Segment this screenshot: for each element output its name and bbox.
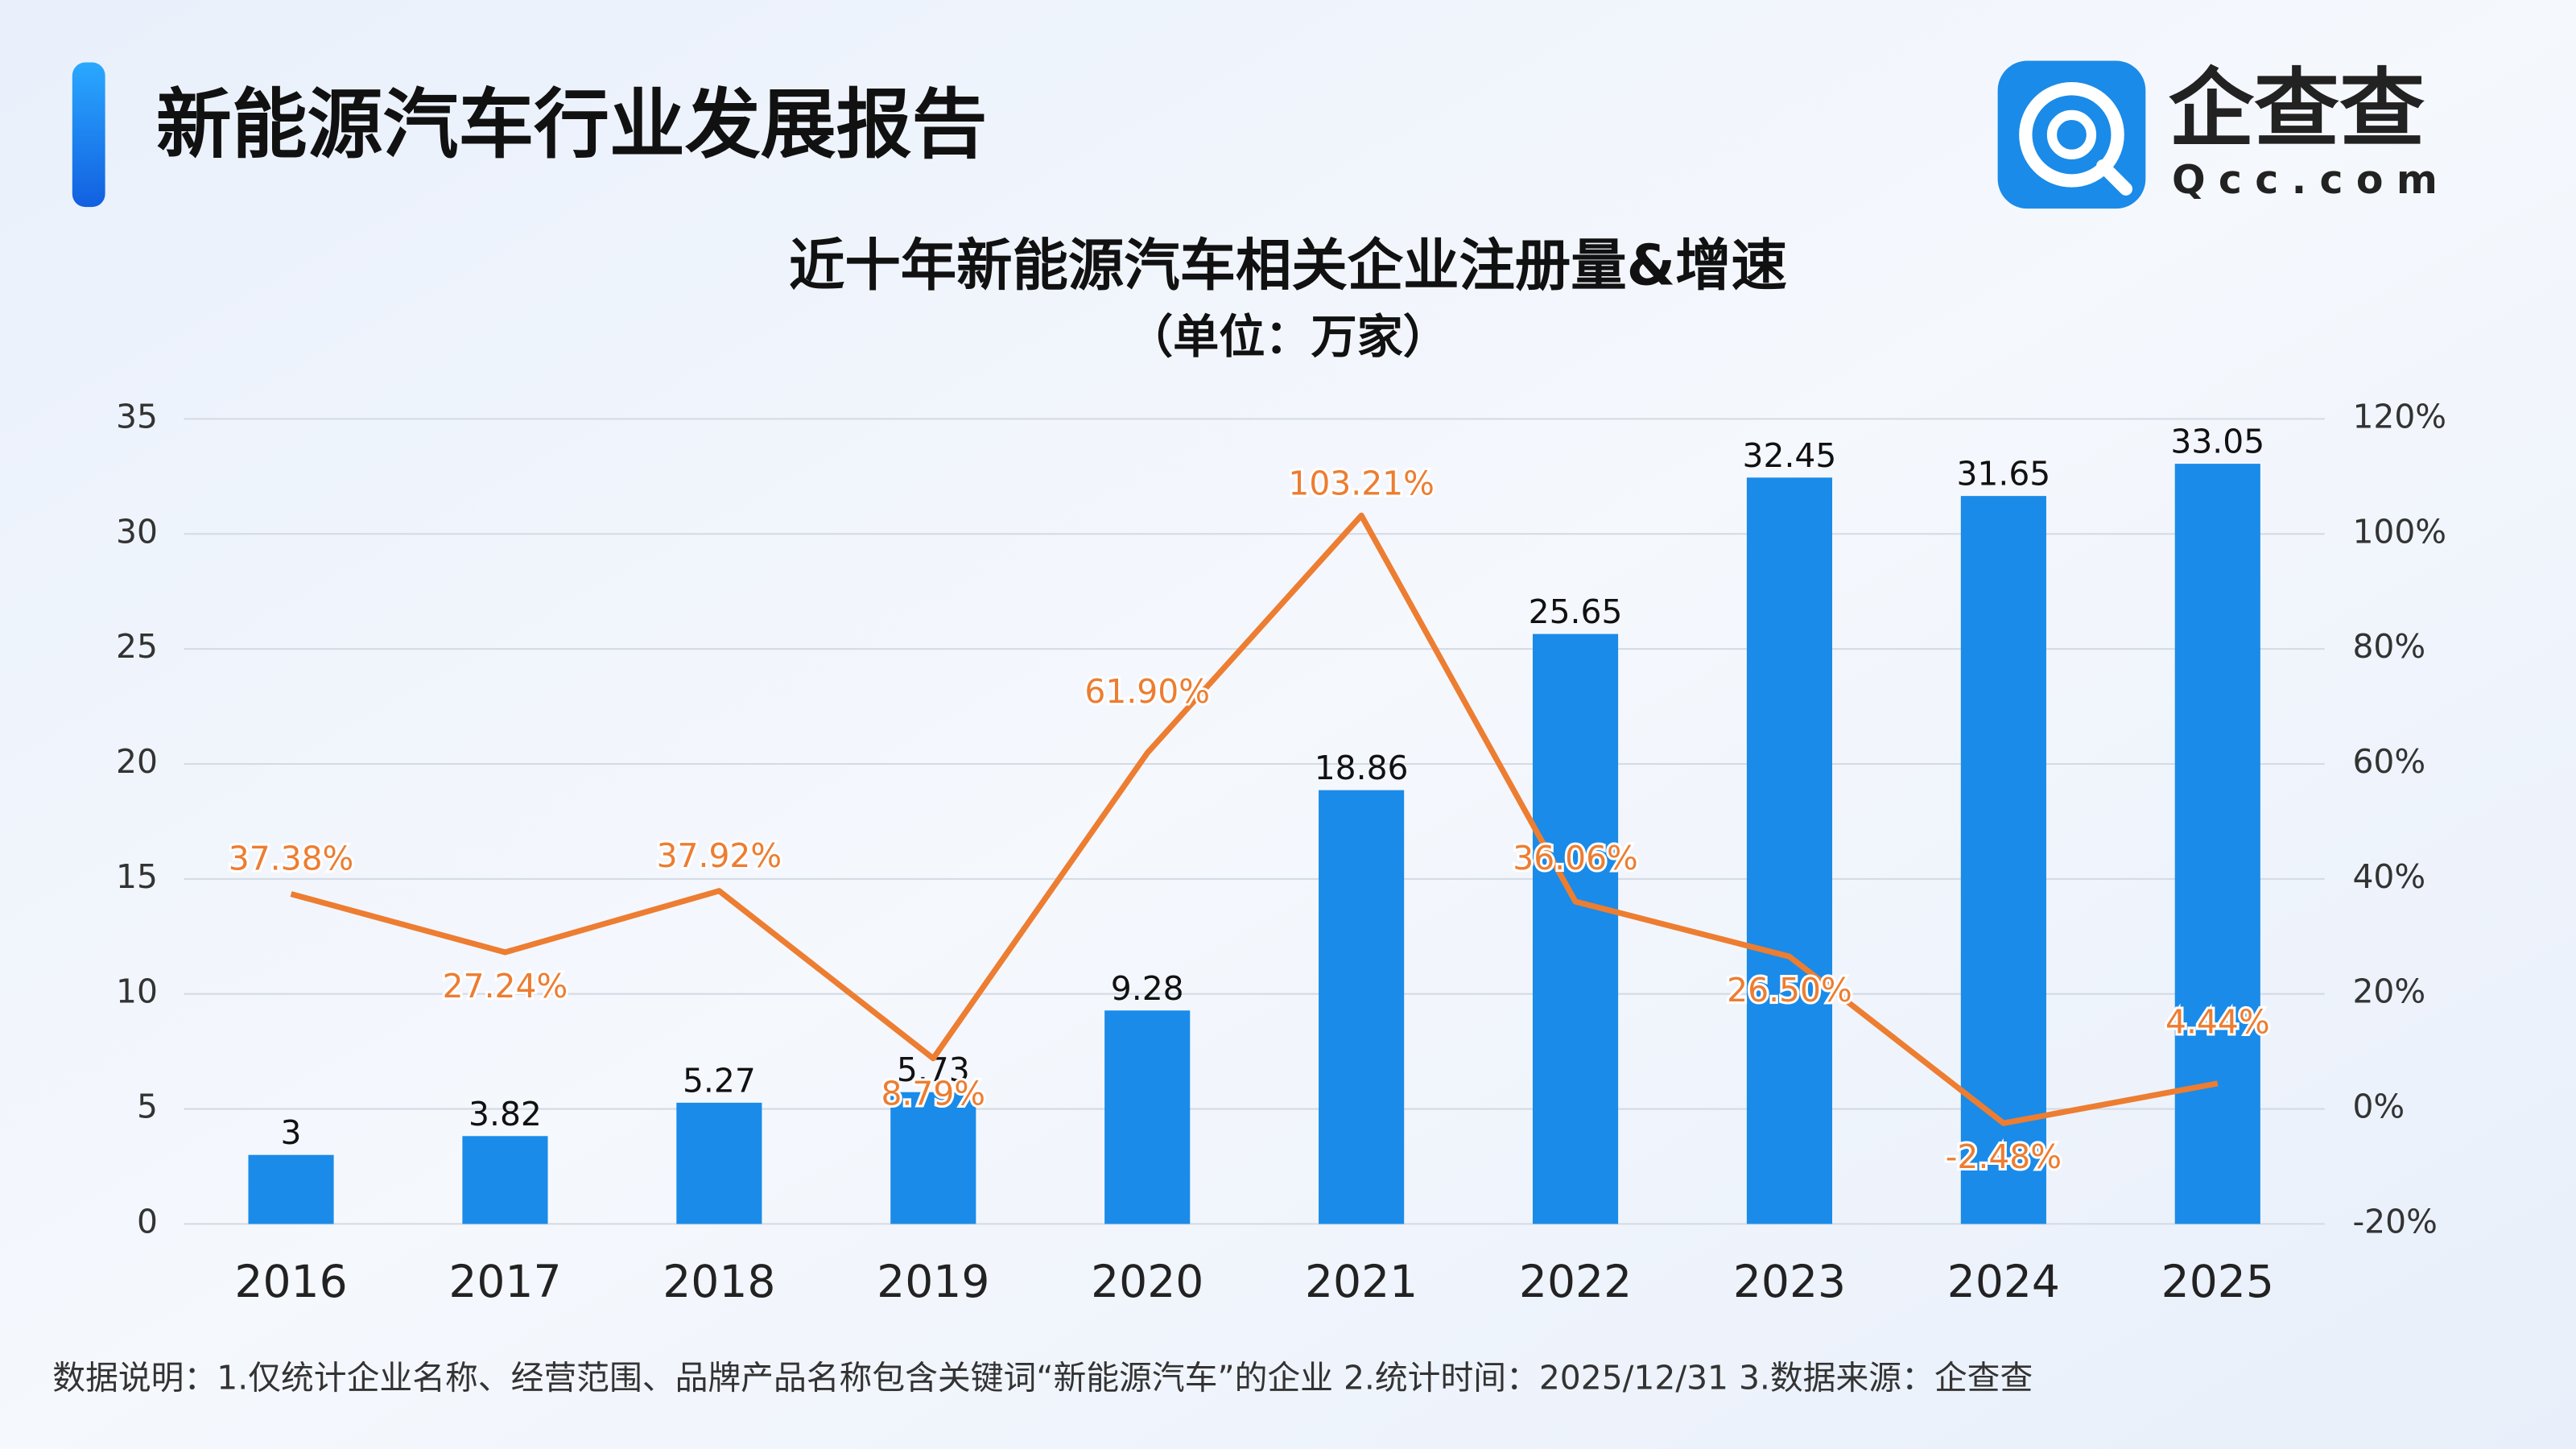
logo-domain: Qcc.com — [2172, 157, 2450, 203]
y2-tick-label: 40% — [2352, 857, 2425, 896]
y-tick-label: 25 — [116, 627, 158, 666]
bar — [1319, 790, 1405, 1224]
bar — [1746, 477, 1833, 1224]
page-title: 新能源汽车行业发展报告 — [156, 81, 987, 169]
line-value-label: 27.24% — [443, 967, 568, 1005]
bar-value-label: 5.27 — [683, 1061, 756, 1100]
y2-tick-label: 0% — [2352, 1088, 2405, 1126]
growth-line — [290, 512, 2219, 1126]
footnote: 数据说明：1.仅统计企业名称、经营范围、品牌产品名称包含关键词“新能源汽车”的企… — [52, 1358, 2033, 1397]
y2-tick-label: 100% — [2352, 512, 2446, 551]
bar-value-label: 32.45 — [1743, 436, 1837, 475]
y-tick-label: 10 — [116, 972, 158, 1011]
bar-value-label: 3.82 — [469, 1095, 542, 1133]
bar-value-label: 9.28 — [1111, 969, 1184, 1008]
bar-value-label: 31.65 — [1956, 455, 2050, 493]
logo-tail — [2096, 159, 2132, 196]
y-tick-label: 5 — [137, 1088, 158, 1126]
x-tick-label: 2023 — [1733, 1256, 1846, 1307]
y-tick-label: 20 — [116, 742, 158, 781]
bar — [890, 1092, 976, 1224]
bar-value-label: 25.65 — [1529, 592, 1623, 631]
bar — [1532, 634, 1619, 1224]
logo-inner — [2046, 109, 2097, 159]
title-accent — [72, 62, 105, 208]
bar — [248, 1154, 334, 1224]
bar — [2174, 464, 2260, 1224]
y-tick-label: 30 — [116, 512, 158, 551]
x-tick-label: 2017 — [448, 1256, 561, 1307]
x-tick-label: 2025 — [2161, 1256, 2274, 1307]
x-tick-label: 2020 — [1091, 1256, 1203, 1307]
bar-value-label: 33.05 — [2170, 423, 2264, 461]
line-value-label: 61.90% — [1084, 672, 1210, 711]
line-value-label: 37.38% — [229, 840, 354, 878]
chart-title: 近十年新能源汽车相关企业注册量&增速 — [789, 234, 1787, 299]
line-value-label: 8.79% — [881, 1075, 985, 1113]
line-value-label: 103.21% — [1288, 464, 1435, 503]
bar-value-label: 3 — [281, 1113, 302, 1152]
x-tick-label: 2021 — [1305, 1256, 1418, 1307]
bar — [676, 1102, 762, 1224]
logo-text: 企查查 — [2169, 60, 2425, 159]
y2-tick-label: 60% — [2352, 742, 2425, 781]
bar-value-label: 18.86 — [1315, 749, 1409, 787]
logo-ring — [2019, 82, 2124, 188]
line-value-label: 36.06% — [1513, 839, 1638, 877]
x-tick-label: 2019 — [877, 1256, 989, 1307]
y2-tick-label: 120% — [2352, 397, 2446, 436]
y2-tick-label: 20% — [2352, 972, 2425, 1011]
y-tick-label: 35 — [116, 397, 158, 436]
x-tick-label: 2022 — [1519, 1256, 1632, 1307]
x-tick-label: 2024 — [1947, 1256, 2060, 1307]
x-tick-label: 2016 — [234, 1256, 347, 1307]
line-value-label: 26.50% — [1727, 971, 1852, 1009]
line-value-label: -2.48% — [1946, 1137, 2062, 1176]
y-tick-label: 15 — [116, 857, 158, 896]
x-tick-label: 2018 — [663, 1256, 775, 1307]
bar — [462, 1136, 548, 1224]
bar — [1104, 1010, 1191, 1224]
y2-tick-label: 80% — [2352, 627, 2425, 666]
y2-tick-label: -20% — [2352, 1202, 2437, 1241]
chart-subtitle: （单位：万家） — [1127, 311, 1449, 364]
line-value-label: 4.44% — [2165, 1002, 2270, 1041]
line-value-label: 37.92% — [657, 836, 782, 875]
y-tick-label: 0 — [137, 1202, 158, 1241]
